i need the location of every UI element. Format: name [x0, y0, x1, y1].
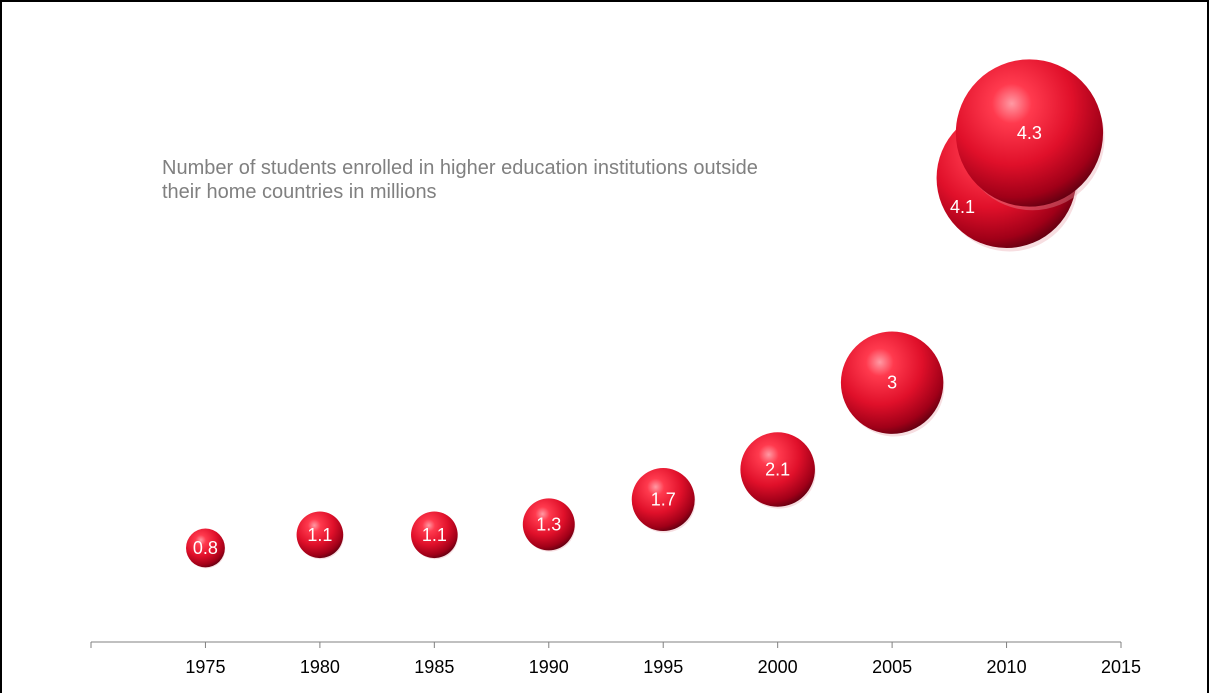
- bubble-data-label: 1.7: [651, 490, 676, 510]
- x-tick-label: 2000: [758, 657, 798, 677]
- bubble-data-label: 3: [887, 373, 897, 393]
- bubble-circle: [840, 331, 944, 434]
- bubble-circle: [186, 528, 225, 568]
- chart-title: Number of students enrolled in higher ed…: [162, 157, 758, 203]
- bubble-circle: [955, 59, 1104, 207]
- bubble: 2.1: [740, 432, 816, 509]
- bubble-circle: [411, 511, 458, 559]
- bubble-data-label: 0.8: [193, 538, 218, 558]
- bubble-data-label: 1.1: [422, 525, 447, 545]
- x-tick-label: 1995: [643, 657, 683, 677]
- x-tick-label: 1980: [300, 657, 340, 677]
- bubble-data-label: 1.1: [307, 525, 332, 545]
- bubble: 1.7: [631, 468, 696, 533]
- x-tick-label: 1990: [529, 657, 569, 677]
- x-tick-label: 1975: [185, 657, 225, 677]
- bubble-data-label: 1.3: [536, 514, 561, 534]
- x-axis: 1975 1980 1985 1990 1995 2000 2005 2010 2015: [90, 641, 1141, 677]
- bubble: 1.1: [411, 511, 459, 560]
- bubble-layer: 0.8 1.1 1.1 1.3 1.7 2.1 3 4.1 4.3: [186, 59, 1105, 569]
- bubble-data-label: 2.1: [765, 459, 790, 479]
- bubble-circle: [631, 468, 695, 532]
- bubble: 1.1: [296, 511, 344, 560]
- bubble: 3: [840, 331, 945, 437]
- x-tick-label: 2005: [872, 657, 912, 677]
- bubble-data-label: 4.3: [1017, 123, 1042, 143]
- bubble: 0.8: [186, 528, 226, 569]
- x-tick-label: 2015: [1101, 657, 1141, 677]
- x-tick-label: 1985: [414, 657, 454, 677]
- bubble-circle: [522, 498, 575, 551]
- x-tick-label: 2010: [987, 657, 1027, 677]
- bubble: 1.3: [522, 498, 576, 552]
- bubble: 4.3: [955, 59, 1105, 211]
- bubble-data-label: 4.1: [950, 197, 975, 217]
- bubble-circle: [296, 511, 344, 559]
- bubble-circle: [740, 432, 815, 507]
